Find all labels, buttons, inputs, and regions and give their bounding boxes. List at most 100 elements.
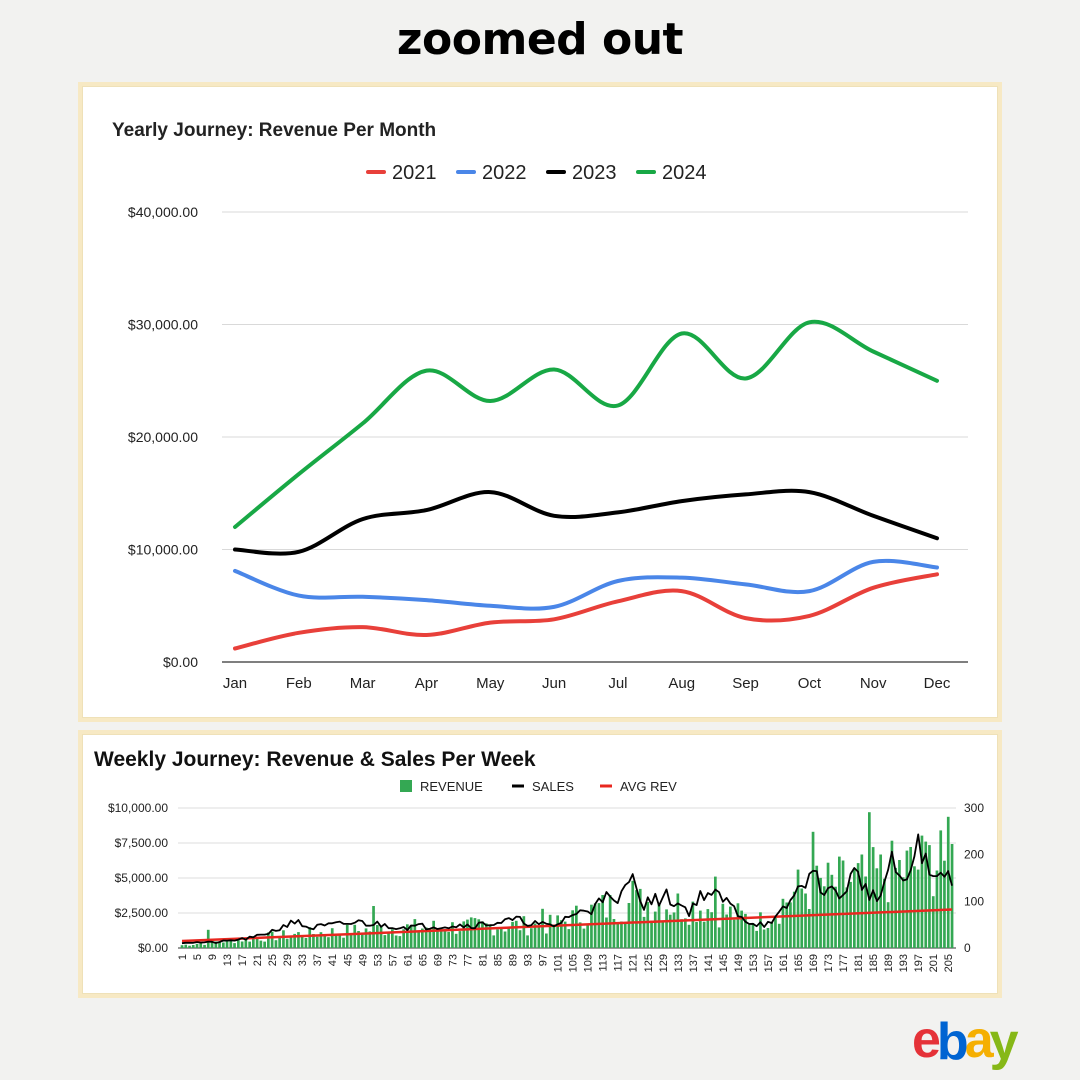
revenue-bar — [838, 856, 841, 948]
revenue-bar — [507, 927, 511, 948]
revenue-bar — [240, 941, 244, 948]
x-tick-label: 29 — [282, 954, 294, 966]
revenue-bar — [571, 910, 574, 948]
revenue-bar — [229, 939, 233, 948]
revenue-bar — [443, 931, 447, 948]
revenue-bar — [473, 918, 477, 948]
revenue-bar — [436, 928, 439, 948]
revenue-bar — [939, 830, 943, 948]
revenue-bar — [924, 841, 928, 948]
revenue-bar — [499, 928, 503, 948]
revenue-bar — [740, 910, 743, 948]
legend-label-2022: 2022 — [482, 162, 527, 184]
revenue-bar — [800, 888, 804, 948]
x-tick-label: 33 — [297, 954, 309, 966]
x-tick-label: 165 — [793, 954, 805, 972]
x-tick-label: Aug — [668, 675, 695, 692]
legend-label-2021: 2021 — [392, 162, 437, 184]
revenue-bar — [668, 914, 672, 948]
revenue-bar — [578, 922, 582, 948]
revenue-bar — [357, 931, 360, 948]
revenue-bar — [522, 916, 526, 948]
revenue-bar — [597, 903, 601, 948]
x-tick-label: 25 — [267, 954, 279, 966]
revenue-bar — [770, 922, 774, 948]
x-tick-label: Sep — [732, 675, 759, 692]
revenue-bar — [293, 933, 296, 948]
x-tick-label: 1 — [177, 954, 189, 960]
revenue-bar — [695, 922, 698, 948]
x-tick-label: 105 — [568, 954, 580, 972]
x-tick-label: Oct — [798, 675, 822, 692]
revenue-bar — [552, 925, 556, 948]
revenue-bar — [360, 934, 364, 948]
x-tick-label: 181 — [853, 954, 865, 972]
series-line-2024 — [233, 319, 939, 529]
revenue-bar — [556, 915, 559, 948]
y-tick-label: $10,000.00 — [128, 542, 198, 558]
revenue-bar — [642, 916, 646, 948]
x-tick-label: Apr — [415, 675, 438, 692]
revenue-bar — [496, 929, 499, 948]
revenue-bar — [514, 920, 518, 948]
revenue-bar — [439, 928, 443, 948]
x-tick-label: 197 — [913, 954, 925, 972]
revenue-bar — [274, 940, 278, 948]
revenue-bar — [920, 835, 924, 948]
revenue-bar — [289, 935, 293, 948]
revenue-bar — [214, 941, 218, 948]
revenue-bar — [477, 919, 481, 948]
x-tick-label: 85 — [493, 954, 505, 966]
x-tick-label: 49 — [357, 954, 369, 966]
x-tick-label: 113 — [598, 954, 610, 972]
revenue-bar — [586, 923, 589, 948]
x-tick-label: Nov — [860, 675, 887, 692]
revenue-bar — [725, 914, 728, 948]
revenue-bar — [567, 929, 571, 948]
revenue-bar — [736, 903, 740, 948]
revenue-bar — [871, 847, 875, 948]
x-tick-label: 193 — [898, 954, 910, 972]
revenue-bar — [699, 910, 702, 948]
revenue-bar — [563, 921, 567, 948]
x-tick-label: 81 — [477, 954, 489, 966]
x-tick-label: 21 — [252, 954, 264, 966]
revenue-bar — [244, 937, 248, 948]
revenue-bar — [804, 893, 807, 948]
revenue-bar — [928, 845, 931, 948]
revenue-bar — [627, 903, 631, 948]
revenue-bar — [541, 908, 544, 948]
revenue-bar — [612, 919, 616, 948]
x-tick-label: 153 — [748, 954, 760, 972]
revenue-bar — [638, 888, 642, 948]
y-tick-label: $10,000.00 — [108, 801, 168, 815]
x-tick-label: 141 — [703, 954, 715, 972]
x-tick-label: 161 — [778, 954, 790, 972]
x-tick-label: 69 — [432, 954, 444, 966]
revenue-bar — [665, 909, 668, 948]
revenue-bar — [188, 945, 191, 948]
revenue-bar — [503, 931, 507, 948]
revenue-bar — [672, 912, 676, 948]
x-tick-label: 17 — [237, 954, 249, 966]
revenue-bar — [195, 944, 199, 948]
revenue-bar — [391, 929, 394, 948]
revenue-bar — [349, 935, 353, 948]
avg-rev-line — [181, 908, 953, 943]
x-tick-label: 53 — [372, 954, 384, 966]
legend-label-revenue: REVENUE — [420, 779, 483, 794]
revenue-bar — [601, 895, 604, 948]
headline: zoomed out — [396, 14, 684, 65]
x-tick-label: 89 — [508, 954, 520, 966]
revenue-bar — [635, 890, 638, 948]
revenue-bar — [593, 903, 597, 948]
revenue-bar — [950, 844, 954, 948]
legend-label-2024: 2024 — [662, 162, 707, 184]
revenue-bar — [218, 942, 221, 948]
revenue-bar — [394, 935, 398, 948]
revenue-bar — [376, 925, 379, 948]
x-tick-label: 121 — [628, 954, 640, 972]
revenue-bar — [830, 874, 834, 948]
revenue-bar — [605, 917, 608, 948]
